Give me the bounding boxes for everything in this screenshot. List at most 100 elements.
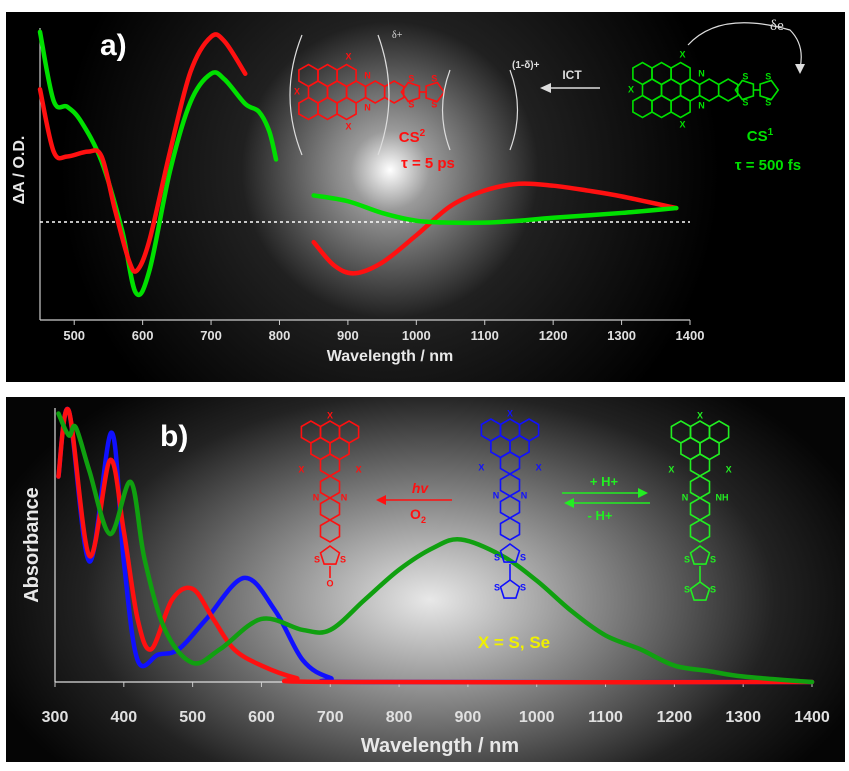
hv-label: hv bbox=[412, 480, 430, 496]
o2-label: O2 bbox=[410, 506, 426, 525]
panel-b-label: b) bbox=[160, 420, 188, 453]
cs1-molecule-structure: X X X N N S S S S bbox=[628, 49, 780, 129]
atom-label: N bbox=[364, 70, 371, 80]
atom-label: N bbox=[493, 490, 500, 500]
x-tick-label: 1300 bbox=[607, 328, 636, 343]
series-line-2 bbox=[56, 406, 815, 685]
series-line-2 bbox=[37, 32, 248, 274]
atom-label: X bbox=[356, 464, 362, 474]
bracket-right-1 bbox=[377, 34, 390, 156]
delta-plus-label: δ+ bbox=[392, 30, 403, 41]
panel-b-x-axis-label: Wavelength / nm bbox=[361, 735, 519, 757]
ring bbox=[298, 96, 319, 121]
x-tick-label: 300 bbox=[42, 709, 69, 726]
atom-label: N bbox=[521, 490, 528, 500]
electron-transfer-arrow bbox=[687, 22, 802, 69]
atom-label: S bbox=[431, 99, 437, 109]
ring bbox=[319, 519, 341, 543]
panel-a-label: a) bbox=[100, 29, 127, 62]
ring bbox=[499, 517, 521, 541]
atom-label: X bbox=[697, 410, 703, 420]
series-line-4 bbox=[311, 193, 679, 226]
x-tick-label: 1300 bbox=[725, 709, 761, 726]
ict-label: ICT bbox=[562, 68, 582, 82]
panel-b-y-axis-label: Absorbance bbox=[21, 487, 43, 603]
atom-label: X bbox=[668, 464, 674, 474]
atom-label: N bbox=[313, 492, 320, 502]
x-tick-label: 500 bbox=[179, 709, 206, 726]
x-tick-label: 600 bbox=[248, 709, 275, 726]
x-tick-label: 900 bbox=[455, 709, 482, 726]
deprotonation-label: - H+ bbox=[588, 508, 613, 523]
atom-label: NH bbox=[716, 492, 729, 502]
atom-label: X bbox=[345, 51, 351, 61]
x-tick-label: 1000 bbox=[402, 328, 431, 343]
panel-b: b) 300 400 500 600 700 800 900 1000 1100 1200 1300… bbox=[6, 397, 845, 762]
atom-label: X bbox=[679, 49, 685, 59]
x-tick-label: 700 bbox=[200, 328, 222, 343]
series-line-3 bbox=[311, 181, 679, 276]
ring bbox=[499, 543, 521, 563]
protonation-arrow-head bbox=[638, 488, 648, 498]
series-line-3 bbox=[56, 411, 815, 685]
series-line-1 bbox=[37, 29, 279, 298]
atom-label: X bbox=[507, 408, 513, 418]
atom-label: X bbox=[294, 86, 300, 96]
ring bbox=[499, 579, 521, 599]
atom-label: S bbox=[765, 71, 771, 81]
atom-label: S bbox=[408, 73, 414, 83]
x-tick-label: 400 bbox=[110, 709, 137, 726]
atom-label: S bbox=[710, 554, 716, 564]
atom-label: S bbox=[765, 97, 771, 107]
atom-label: S bbox=[340, 554, 346, 564]
atom-label: S bbox=[742, 71, 748, 81]
cs2-lifetime: τ = 5 ps bbox=[401, 155, 455, 172]
atom-label: S bbox=[408, 99, 414, 109]
panel-a-x-axis-label: Wavelength / nm bbox=[327, 348, 454, 365]
atom-label: X bbox=[345, 121, 351, 131]
atom-label: S bbox=[314, 554, 320, 564]
atom-label: X bbox=[478, 462, 484, 472]
x-tick-label: 800 bbox=[269, 328, 291, 343]
atom-label: O bbox=[326, 578, 333, 588]
atom-label: N bbox=[698, 100, 705, 110]
x-tick-label: 1200 bbox=[539, 328, 568, 343]
panel-b-x-ticks: 300 400 500 600 700 800 900 1000 1100 1200 1300 140… bbox=[42, 682, 830, 726]
ring bbox=[632, 61, 653, 86]
panel-b-series bbox=[56, 406, 815, 685]
blue-molecule-structure: X X X N N S S S S bbox=[478, 408, 542, 599]
x-tick-label: 500 bbox=[63, 328, 85, 343]
bracket-left-1 bbox=[289, 34, 303, 156]
ring bbox=[632, 94, 653, 119]
atom-label: X bbox=[298, 464, 304, 474]
x-tick-label: 900 bbox=[337, 328, 359, 343]
cs2-molecule-structure: X X X N N S S S S bbox=[294, 51, 446, 131]
one-minus-delta-label: (1-δ)+ bbox=[512, 60, 540, 71]
panel-a-series bbox=[37, 29, 679, 298]
ring bbox=[383, 80, 405, 104]
atom-label: S bbox=[684, 584, 690, 594]
ring bbox=[717, 78, 739, 102]
panel-a: a) 500 600 700 800 900 1000 1100 1200 1300 1400 W… bbox=[6, 12, 845, 382]
x-tick-label: 700 bbox=[317, 709, 344, 726]
red-molecule-structure: X X X N N S S O bbox=[298, 410, 361, 588]
atom-label: X bbox=[679, 119, 685, 129]
ring bbox=[689, 545, 711, 565]
cs1-label: CS1 bbox=[747, 127, 774, 145]
atom-label: X bbox=[628, 84, 634, 94]
atom-label: N bbox=[341, 492, 348, 502]
x-tick-label: 1200 bbox=[657, 709, 693, 726]
ring bbox=[298, 63, 319, 88]
atom-label: N bbox=[682, 492, 689, 502]
ring bbox=[319, 545, 341, 565]
x-tick-label: 1000 bbox=[519, 709, 555, 726]
ring bbox=[689, 581, 711, 601]
panel-a-y-axis-label: ΔA / O.D. bbox=[11, 136, 28, 205]
atom-label: N bbox=[364, 102, 371, 112]
atom-label: X bbox=[726, 464, 732, 474]
atom-label: N bbox=[698, 68, 705, 78]
x-tick-label: 1400 bbox=[676, 328, 705, 343]
ring bbox=[689, 519, 711, 543]
atom-label: S bbox=[710, 584, 716, 594]
